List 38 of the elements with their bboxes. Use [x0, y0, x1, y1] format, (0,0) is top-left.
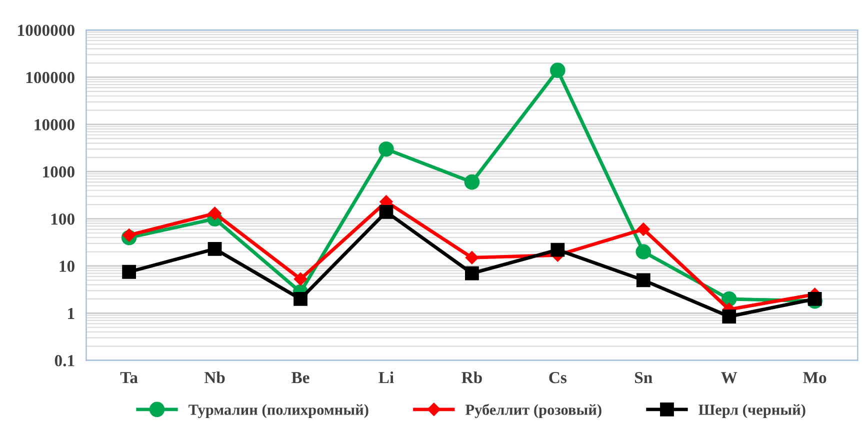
y-tick-label: 1000000 — [18, 24, 74, 36]
point — [636, 273, 650, 288]
point — [294, 272, 308, 286]
point — [294, 292, 308, 306]
y-tick-label: 10 — [60, 260, 74, 272]
x-tick-label: Nb — [204, 371, 225, 384]
x-tick-label: Li — [378, 371, 394, 384]
point — [379, 204, 394, 219]
point — [378, 141, 394, 157]
x-tick-label: Mo — [803, 372, 826, 384]
point — [636, 244, 652, 260]
point — [636, 222, 650, 236]
point — [464, 174, 480, 190]
x-tick-label: Rb — [462, 371, 482, 384]
x-tick-label: W — [721, 372, 738, 384]
x-tick-label: Cs — [549, 372, 567, 384]
point — [465, 266, 479, 280]
legend-label: Шерл (черный) — [698, 404, 806, 418]
y-tick-label: 1 — [68, 308, 74, 319]
point — [550, 242, 565, 257]
x-tick-label: Ta — [120, 372, 138, 384]
y-tick-label: 100 — [51, 213, 74, 225]
y-tick-label: 100000 — [26, 72, 74, 84]
point — [122, 228, 136, 242]
y-tick-label: 0.1 — [54, 355, 74, 366]
legend-label: Рубеллит (розовый) — [465, 404, 602, 418]
point — [208, 206, 222, 220]
legend-label: Турмалин (полихромный) — [188, 404, 368, 418]
point — [722, 310, 736, 324]
y-tick-label: 1000 — [43, 166, 74, 178]
y-tick-label: 10000 — [34, 119, 74, 130]
x-tick-label: Be — [292, 372, 310, 384]
point — [122, 264, 136, 279]
x-tick-label: Sn — [635, 372, 652, 384]
point — [808, 292, 822, 306]
point — [208, 242, 222, 256]
point — [465, 251, 479, 264]
point — [550, 62, 566, 78]
